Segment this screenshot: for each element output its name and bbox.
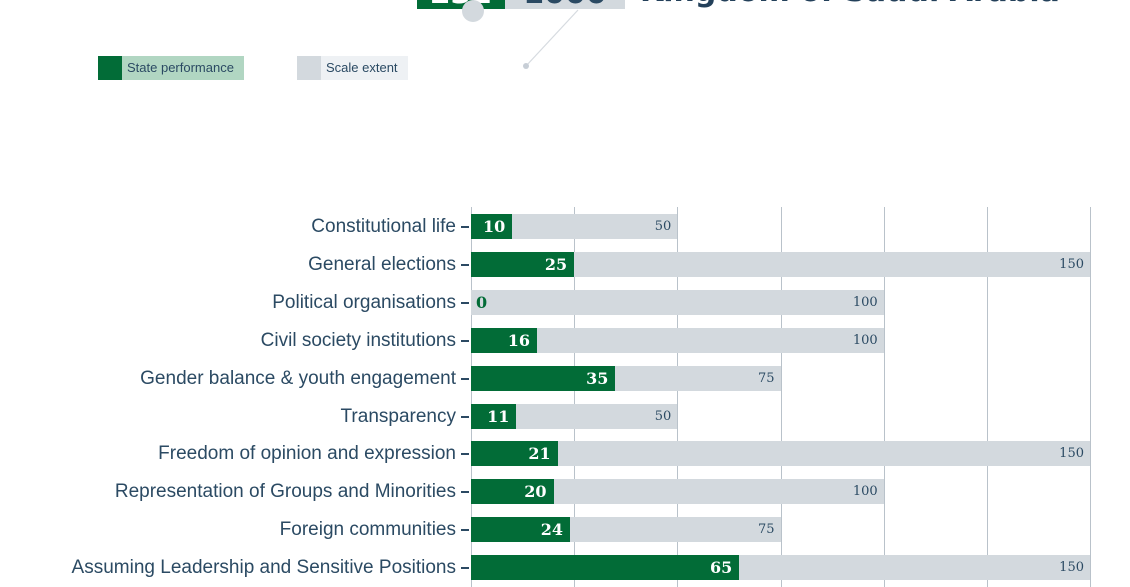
category-label: Constitutional life [311,216,456,237]
data-label-scale: 150 [1059,257,1084,272]
axis-tick [461,453,469,455]
axis-tick [461,302,469,304]
data-label-state: 65 [709,558,733,577]
connector-dot [523,63,529,69]
gridline-75 [781,207,782,587]
bar-state-performance [471,479,554,504]
category-label: Gender balance & youth engagement [140,368,456,389]
data-label-scale: 50 [654,409,672,424]
bar-state-performance [471,252,575,277]
data-label-state: 11 [487,407,510,426]
bar-state-performance [471,517,571,542]
connector-line-decoration [523,9,579,69]
bar-state-performance [471,328,538,353]
legend-label-scale: Scale extent [321,56,408,80]
data-label-state: 25 [544,255,568,274]
data-label-scale: 100 [852,333,878,348]
bar-scale-extent [471,441,1090,466]
data-label-scale: 75 [757,522,775,537]
bar-state-performance [471,404,517,429]
gridline-0 [471,207,472,587]
category-label: Freedom of opinion and expression [158,443,456,464]
scale-total-score: 1000 [505,0,625,9]
data-label-state: 0 [476,293,488,312]
data-label-scale: 50 [654,219,672,234]
legend-swatch-scale [297,56,321,80]
category-label: General elections [308,254,456,275]
data-label-state: 16 [507,331,531,350]
data-label-scale: 100 [852,295,878,310]
category-label: Representation of Groups and Minorities [114,481,456,502]
gridline-50 [677,207,678,587]
category-label: Transparency [340,406,456,427]
bar-state-performance [471,214,513,239]
bar-state-performance [471,366,616,391]
data-label-scale: 150 [1059,560,1084,575]
legend-item-scale-extent: Scale extent [297,56,408,80]
bar-scale-extent [471,328,884,353]
axis-tick [461,416,469,418]
pin-circle-decoration [462,0,484,22]
axis-tick [461,340,469,342]
data-label-state: 10 [483,217,506,236]
data-label-state: 24 [540,520,564,539]
gridline-100 [884,207,885,587]
state-total-score: 232 [417,0,505,9]
category-label: Civil society institutions [260,330,456,351]
bar-state-performance [471,441,558,466]
data-label-scale: 75 [757,371,775,386]
data-label-state: 21 [528,444,551,463]
bar-scale-extent [471,252,1090,277]
legend-swatch-state [98,56,122,80]
category-label: Political organisations [272,292,456,313]
axis-tick [461,491,469,493]
gridline-125 [987,207,988,587]
connector-line [525,9,579,67]
axis-tick [461,226,469,228]
data-label-state: 35 [586,369,609,388]
axis-tick [461,264,469,266]
bar-scale-extent [471,290,884,315]
gridline-25 [574,207,575,587]
axis-tick [461,378,469,380]
country-title: Kingdom of Saudi Arabia [640,0,1060,7]
gridline-150 [1090,207,1091,587]
data-label-scale: 100 [852,484,878,499]
category-label: Foreign communities [279,519,456,540]
bar-state-performance [471,555,740,580]
data-label-state: 20 [524,482,547,501]
axis-tick [461,529,469,531]
legend-item-state-performance: State performance [98,56,244,80]
data-label-scale: 150 [1059,446,1084,461]
axis-tick [461,567,469,569]
legend-label-state: State performance [122,56,244,80]
category-label: Assuming Leadership and Sensitive Positi… [71,557,456,578]
